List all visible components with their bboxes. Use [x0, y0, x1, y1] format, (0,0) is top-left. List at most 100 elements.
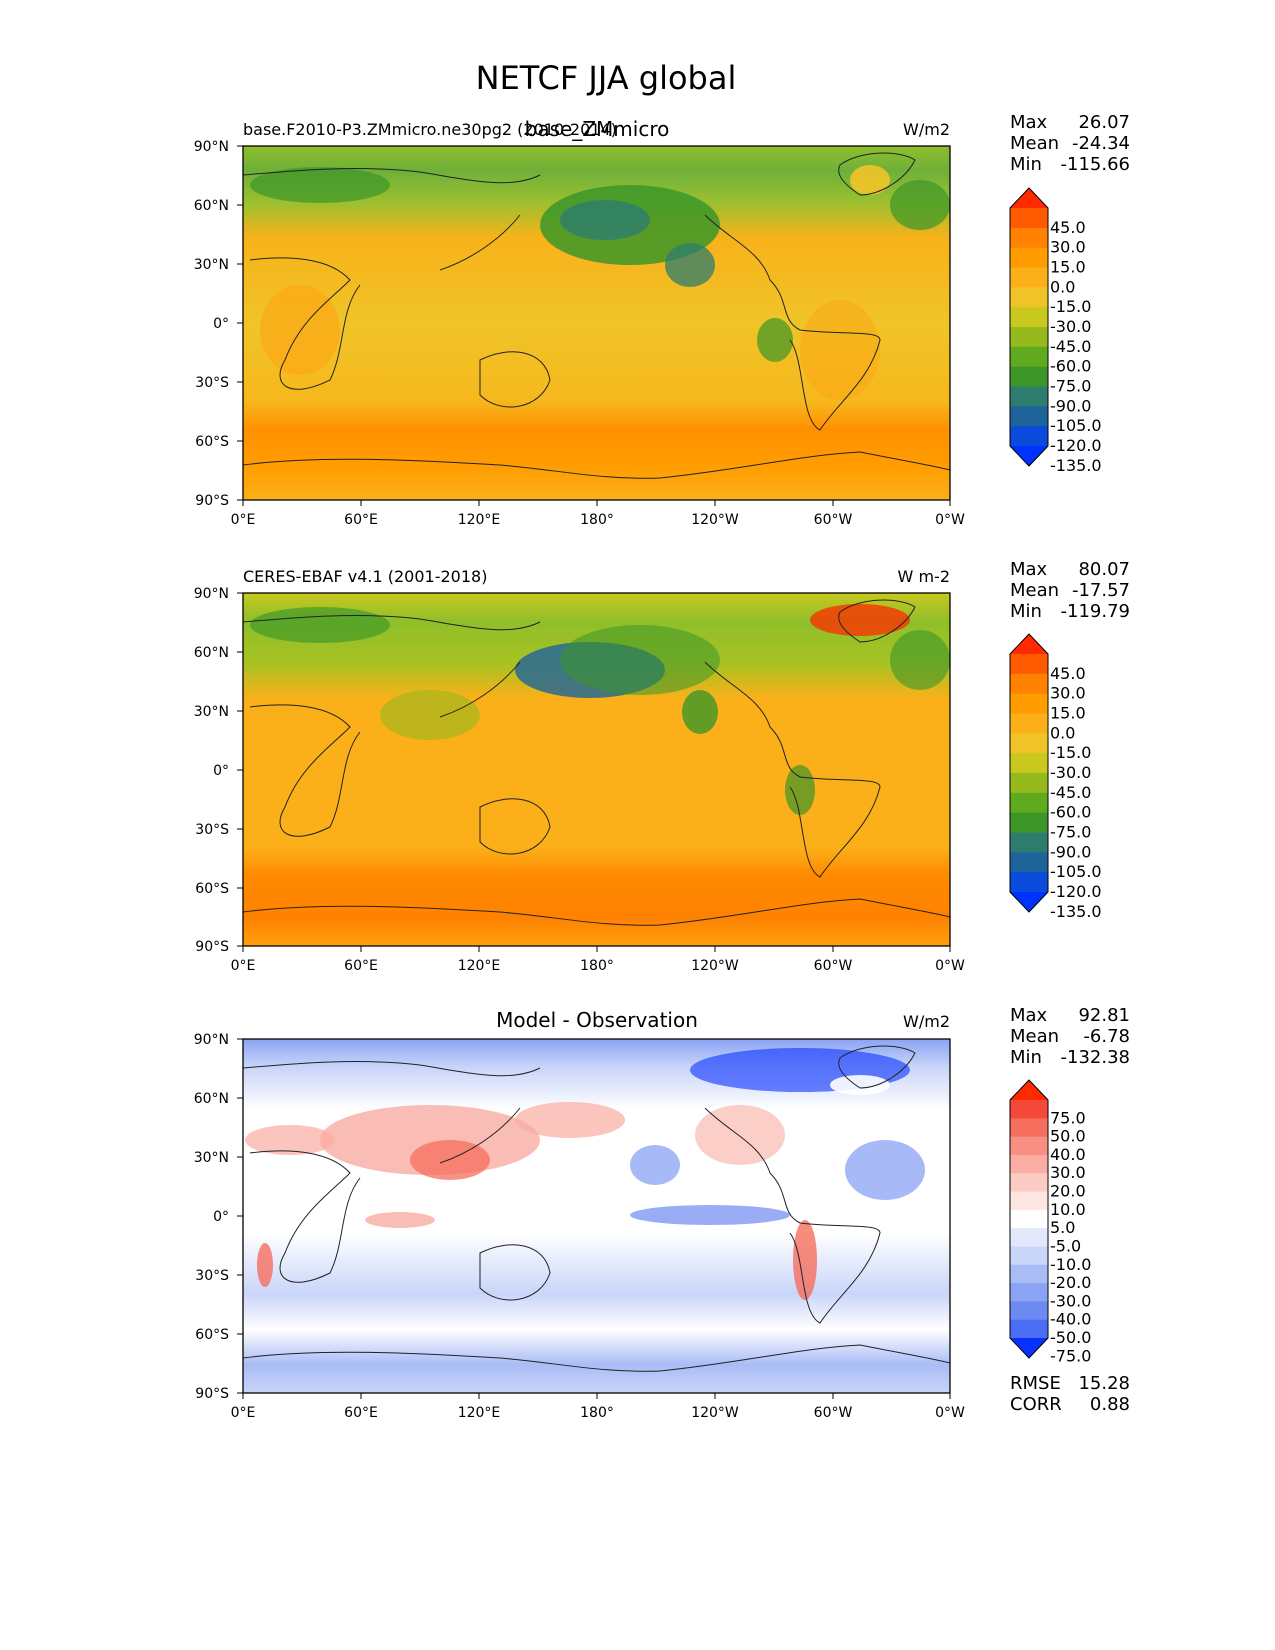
field-blob: [890, 180, 950, 230]
colorbar-tick-label: 40.0: [1050, 1145, 1086, 1164]
colorbar-band: [1010, 346, 1048, 368]
x-tick-label: 180°: [580, 512, 614, 528]
colorbar-tick-label: 75.0: [1050, 1108, 1086, 1127]
colorbar-band: [1010, 733, 1048, 754]
field-blob: [682, 690, 718, 734]
y-tick-label: 30°N: [194, 704, 229, 720]
colorbar-tick-label: 20.0: [1050, 1182, 1086, 1201]
field-blob: [845, 1140, 925, 1200]
colorbar-band: [1010, 307, 1048, 328]
colorbar-band: [1010, 852, 1048, 873]
colorbar-tick-label: -50.0: [1050, 1328, 1091, 1347]
colorbar-extend-top: [1010, 1080, 1048, 1100]
x-tick-label: 120°E: [458, 512, 501, 528]
map-area: [242, 145, 951, 501]
stat-label-min: Min: [1010, 1047, 1042, 1068]
colorbar-band: [1010, 713, 1048, 734]
colorbar-band: [1010, 1154, 1048, 1174]
y-tick-label: 30°S: [195, 1268, 229, 1284]
colorbar-band: [1010, 1118, 1048, 1138]
colorbar-tick-label: -15.0: [1050, 743, 1091, 762]
colorbar-tick-label: -30.0: [1050, 317, 1091, 336]
x-axis: 0°E 60°E 120°E 180° 120°W 60°W 0°W: [231, 1393, 965, 1421]
stat-label-mean: Mean: [1010, 133, 1059, 154]
x-tick-label: 120°W: [691, 512, 739, 528]
stat-value-mean: -17.57: [1072, 580, 1130, 601]
colorbar-tick-label: 15.0: [1050, 704, 1086, 723]
stat-label-min: Min: [1010, 601, 1042, 622]
stat-label-mean: Mean: [1010, 580, 1059, 601]
colorbar-tick-label: -105.0: [1050, 862, 1102, 881]
y-axis: 90°N 60°N 30°N 0° 30°S 60°S 90°S: [194, 139, 243, 509]
field-blob: [785, 765, 815, 815]
stat-value-mean: -24.34: [1072, 133, 1130, 154]
field-blob: [380, 690, 480, 740]
panel-left-label: base.F2010-P3.ZMmicro.ne30pg2 (2010-2014…: [243, 120, 617, 139]
colorbar-band: [1010, 1191, 1048, 1211]
error-stats: RMSE 15.28 CORR 0.88: [1010, 1373, 1130, 1415]
y-tick-label: 30°N: [194, 257, 229, 273]
colorbar-outline: [1009, 187, 1049, 467]
x-tick-label: 60°W: [814, 1405, 853, 1421]
field-blob: [695, 1105, 785, 1165]
colorbar-band: [1010, 792, 1048, 814]
colorbar: 45.030.015.00.0-15.0-30.0-45.0-60.0-75.0…: [1009, 187, 1102, 475]
x-tick-label: 120°W: [691, 1405, 739, 1421]
y-tick-label: 60°N: [194, 1091, 229, 1107]
colorbar: 45.030.015.00.0-15.0-30.0-45.0-60.0-75.0…: [1009, 633, 1102, 921]
colorbar-band: [1010, 227, 1048, 249]
y-tick-label: 30°S: [195, 822, 229, 838]
x-tick-label: 120°E: [458, 1405, 501, 1421]
field-blob: [250, 607, 390, 643]
stat-label-max: Max: [1010, 559, 1048, 580]
colorbar-band: [1010, 1209, 1048, 1229]
y-tick-label: 60°N: [194, 645, 229, 661]
y-tick-label: 0°: [213, 1209, 229, 1225]
stat-value-max: 26.07: [1078, 112, 1130, 133]
colorbar-extend-bottom: [1010, 1338, 1048, 1358]
colorbar-tick-label: -120.0: [1050, 882, 1102, 901]
x-axis: 0°E 60°E 120°E 180° 120°W 60°W 0°W: [231, 946, 965, 974]
field-blob: [850, 165, 890, 195]
y-tick-label: 60°S: [195, 434, 229, 450]
map-field: [243, 1039, 950, 1393]
colorbar-tick-label: 45.0: [1050, 218, 1086, 237]
map-area: [242, 592, 951, 947]
x-axis: 0°E 60°E 120°E 180° 120°W 60°W 0°W: [231, 500, 965, 528]
colorbar-tick-label: -105.0: [1050, 416, 1102, 435]
colorbar-tick-label: -10.0: [1050, 1255, 1091, 1274]
colorbar-tick-label: -15.0: [1050, 297, 1091, 316]
colorbar-band: [1010, 208, 1048, 229]
stat-label-corr: CORR: [1010, 1394, 1062, 1415]
colorbar: 75.050.040.030.020.010.05.0-5.0-10.0-20.…: [1009, 1079, 1091, 1365]
colorbar-tick-label: -75.0: [1050, 377, 1091, 396]
field-blob: [793, 1220, 817, 1300]
colorbar-band: [1010, 1264, 1048, 1284]
x-tick-label: 60°W: [814, 512, 853, 528]
colorbar-band: [1010, 1301, 1048, 1321]
colorbar-extend-bottom: [1010, 446, 1048, 466]
stat-value-corr: 0.88: [1090, 1394, 1130, 1415]
panel-title: base_ZMmicro: [525, 117, 670, 141]
colorbar-band: [1010, 872, 1048, 893]
field-blob: [410, 1140, 490, 1180]
stat-value-min: -132.38: [1061, 1047, 1130, 1068]
colorbar-tick-label: 30.0: [1050, 238, 1086, 257]
panel-units: W/m2: [903, 1012, 950, 1031]
colorbar-tick-label: 30.0: [1050, 684, 1086, 703]
field-blob: [810, 604, 910, 636]
colorbar-band: [1010, 247, 1048, 268]
panel-base-model: base_ZMmicro base.F2010-P3.ZMmicro.ne30p…: [194, 112, 1130, 528]
stat-value-mean: -6.78: [1083, 1026, 1130, 1047]
colorbar-tick-label: -60.0: [1050, 357, 1091, 376]
stat-label-min: Min: [1010, 154, 1042, 175]
colorbar-tick-label: -45.0: [1050, 783, 1091, 802]
x-tick-label: 0°W: [935, 958, 965, 974]
colorbar-tick-label: 5.0: [1050, 1218, 1075, 1237]
stats-box: Max 92.81 Mean -6.78 Min -132.38: [1010, 1005, 1130, 1068]
colorbar-tick-label: -40.0: [1050, 1310, 1091, 1329]
colorbar-extend-bottom: [1010, 892, 1048, 912]
colorbar-extend-top: [1010, 634, 1048, 654]
colorbar-band: [1010, 812, 1048, 833]
